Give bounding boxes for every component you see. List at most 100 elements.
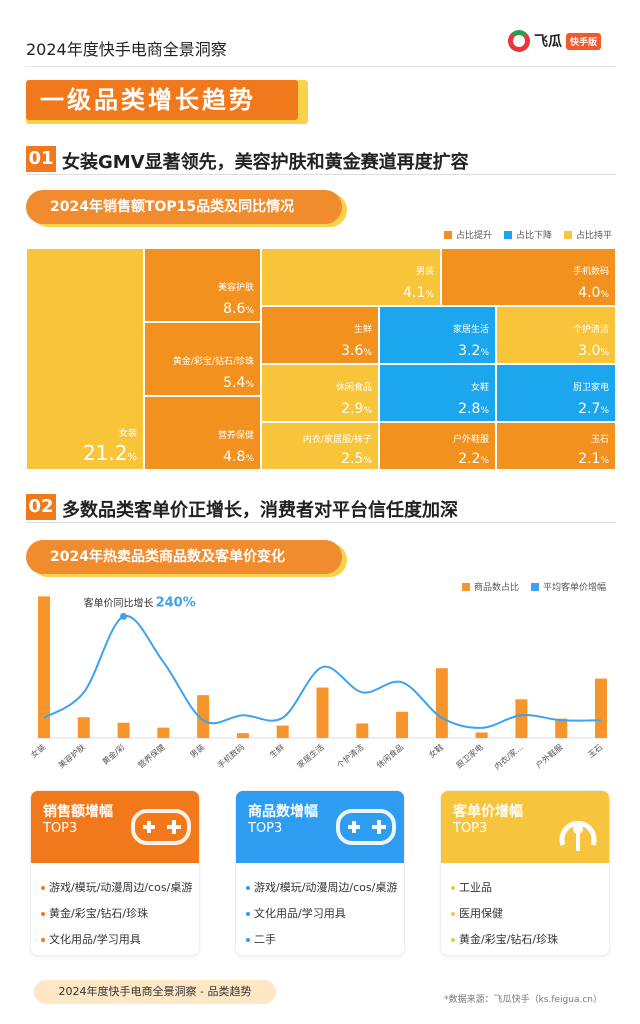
- value-number: 21.2: [82, 441, 128, 465]
- card-title: 商品数增幅: [248, 804, 318, 820]
- annotation-value: 240%: [156, 595, 196, 610]
- treemap-value: 2.9%: [341, 401, 372, 417]
- treemap-cell-personal-care: 个护清洁 3.0%: [496, 306, 616, 364]
- bullet: [41, 938, 45, 942]
- value-number: 2.1: [578, 451, 601, 467]
- bar-11: [475, 732, 488, 738]
- card-title: 客单价增幅: [453, 804, 523, 820]
- header-divider: [26, 66, 616, 67]
- brand-name: 飞瓜: [534, 34, 562, 50]
- bullet: [246, 938, 250, 942]
- tick-label-0: 女装: [29, 742, 48, 760]
- section-2-pill: 2024年热卖品类商品数及客单价变化: [26, 540, 342, 574]
- treemap-label: 美容护肤: [217, 283, 254, 293]
- value-unit: %: [600, 290, 609, 300]
- value-unit: %: [425, 290, 434, 300]
- data-source: *数据来源：飞瓜快手（ks.feigua.cn）: [444, 995, 602, 1005]
- item-text: 文化用品/学习用具: [254, 907, 346, 920]
- treemap-value: 2.5%: [341, 451, 372, 467]
- main-title: 一级品类增长趋势: [26, 80, 298, 120]
- tick-label-9: 休闲食品: [374, 742, 405, 770]
- treemap-cell-health: 营养保健 4.8%: [144, 396, 261, 470]
- value-unit: %: [480, 456, 489, 466]
- treemap-label: 生鲜: [353, 325, 372, 335]
- treemap-value: 2.1%: [578, 451, 609, 467]
- card-price-growth: 客单价增幅 TOP3 工业品 医用保健 黄金/彩宝/钻石/珍珠: [440, 790, 610, 956]
- treemap-label: 厨卫家电: [572, 383, 609, 393]
- legend-up: 占比提升: [444, 228, 492, 241]
- section-1-divider: [26, 174, 616, 175]
- section-2-number: 02: [26, 494, 56, 520]
- treemap-label: 男装: [415, 267, 434, 277]
- category-treemap: 女装 21.2% 美容护肤 8.6% 黄金/彩宝/钻石/珍珠 5.4% 营养保健…: [26, 248, 616, 470]
- treemap-cell-outdoor: 户外鞋服 2.2%: [379, 422, 496, 470]
- report-title: 2024年度快手电商全景洞察: [26, 40, 227, 59]
- tick-label-1: 美容护肤: [56, 742, 87, 770]
- card-sales-growth: 销售额增幅 TOP3 游戏/模玩/动漫周边/cos/桌游 黄金/彩宝/钻石/珍珠…: [30, 790, 200, 956]
- bar-4: [197, 695, 210, 738]
- brand-mark-icon: [508, 30, 530, 52]
- gamepad-icon: [131, 809, 191, 845]
- item-text: 工业品: [459, 881, 492, 894]
- treemap-value: 21.2%: [83, 441, 137, 465]
- item-text: 黄金/彩宝/钻石/珍珠: [49, 907, 149, 920]
- card-list: 游戏/模玩/动漫周边/cos/桌游 黄金/彩宝/钻石/珍珠 文化用品/学习用具: [41, 875, 192, 953]
- bar-8: [356, 723, 369, 738]
- treemap-label: 玉石: [590, 435, 609, 445]
- treemap-value: 4.1%: [403, 285, 434, 301]
- value-unit: %: [600, 456, 609, 466]
- value-unit: %: [480, 348, 489, 358]
- treemap-label: 休闲食品: [335, 383, 372, 393]
- legend-bar: 商品数占比: [462, 580, 519, 593]
- treemap-label: 黄金/彩宝/钻石/珍珠: [172, 357, 254, 367]
- value-unit: %: [245, 454, 254, 464]
- value-number: 4.0: [578, 285, 601, 301]
- value-unit: %: [600, 348, 609, 358]
- tick-label-5: 手机数码: [215, 742, 246, 770]
- bar-9: [396, 711, 409, 738]
- card-list: 工业品 医用保健 黄金/彩宝/钻石/珍珠: [451, 875, 558, 953]
- legend-down-label: 占比下降: [516, 231, 553, 241]
- bar-7: [316, 687, 329, 738]
- value-number: 3.0: [578, 343, 601, 359]
- bar-14: [595, 678, 607, 738]
- brand-logo: 飞瓜 快手版: [508, 30, 602, 52]
- bar-12: [515, 699, 528, 738]
- bullet: [246, 912, 250, 916]
- category-combo-chart: 女装 美容护肤 黄金/彩 营养保健 男装 手机数码 生鲜 家居生活 个护清洁 休闲食品 女鞋 厨卫家电…: [26, 576, 616, 776]
- section-1-pill: 2024年销售额TOP15品类及同比情况: [26, 190, 342, 224]
- treemap-cell-men: 男装 4.1%: [261, 248, 441, 306]
- value-number: 4.8: [223, 449, 246, 465]
- legend-down-swatch: [504, 230, 513, 239]
- card-title: 销售额增幅: [43, 804, 113, 820]
- treemap-value: 2.2%: [458, 451, 489, 467]
- item-text: 医用保健: [459, 907, 503, 920]
- top3-cards: 销售额增幅 TOP3 游戏/模玩/动漫周边/cos/桌游 黄金/彩宝/钻石/珍珠…: [30, 790, 610, 960]
- list-item: 黄金/彩宝/钻石/珍珠: [41, 901, 192, 927]
- treemap-label: 女装: [118, 429, 137, 439]
- value-number: 8.6: [223, 301, 246, 317]
- legend-flat-swatch: [564, 230, 573, 239]
- tick-label-13: 户外鞋服: [534, 742, 565, 770]
- tick-label-4: 男装: [188, 742, 207, 760]
- section-1-header: 01 女装GMV显著领先，美容护肤和黄金赛道再度扩容: [26, 146, 616, 176]
- tick-label-3: 营养保健: [136, 742, 167, 770]
- page-header: 2024年度快手电商全景洞察 飞瓜 快手版: [0, 0, 640, 67]
- card-header: 销售额增幅 TOP3: [31, 791, 199, 863]
- treemap-cell-beauty: 美容护肤 8.6%: [144, 248, 261, 322]
- tick-label-10: 女鞋: [426, 742, 445, 760]
- treemap-label: 个护清洁: [572, 325, 609, 335]
- treemap-value: 4.0%: [578, 285, 609, 301]
- legend-down: 占比下降: [504, 228, 552, 241]
- treemap-value: 2.8%: [458, 401, 489, 417]
- section-1-title: 女装GMV显著领先，美容护肤和黄金赛道再度扩容: [62, 152, 469, 173]
- legend-bar-swatch: [462, 582, 470, 591]
- list-item: 游戏/模玩/动漫周边/cos/桌游: [246, 875, 397, 901]
- treemap-cell-jade: 玉石 2.1%: [496, 422, 616, 470]
- treemap-cell-fresh: 生鲜 3.6%: [261, 306, 379, 364]
- card-header: 商品数增幅 TOP3: [236, 791, 404, 863]
- treemap-value: 8.6%: [223, 301, 254, 317]
- value-unit: %: [363, 348, 372, 358]
- bar-2: [117, 722, 130, 738]
- treemap-value: 5.4%: [223, 375, 254, 391]
